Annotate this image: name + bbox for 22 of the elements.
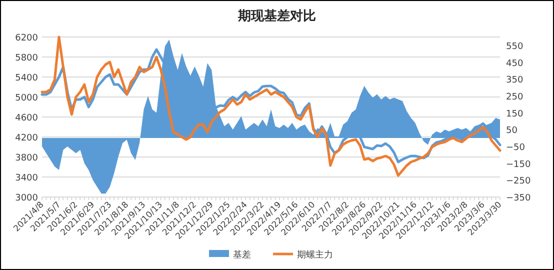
y-tick-label: 5400 (15, 74, 38, 84)
y2-tick-label: −150 (506, 160, 531, 170)
y-tick-label: 4200 (15, 134, 38, 144)
y2-tick-label: 450 (506, 58, 524, 69)
y-tick-label: 6200 (15, 34, 38, 44)
y-tick-label: 3000 (15, 194, 38, 204)
legend-label: 基差 (233, 250, 251, 260)
legend-label: 期螺主力 (297, 250, 333, 260)
y2-tick-label: 50 (506, 126, 518, 136)
y2-tick-label: 550 (506, 42, 524, 52)
y-tick-label: 5800 (15, 54, 38, 64)
y2-tick-label: 350 (506, 76, 524, 86)
chart-title: 期现基差对比 (237, 9, 316, 24)
y-tick-label: 5000 (15, 94, 38, 104)
y2-tick-label: −350 (506, 194, 531, 204)
y-tick-label: 3800 (15, 154, 38, 164)
y-tick-label: 4600 (15, 114, 38, 124)
y-tick-label: 3400 (15, 174, 38, 184)
y2-tick-label: −250 (506, 176, 531, 187)
y2-tick-label: 150 (506, 109, 524, 120)
y2-tick-label: 250 (506, 92, 524, 102)
y2-tick-label: −50 (506, 142, 526, 153)
